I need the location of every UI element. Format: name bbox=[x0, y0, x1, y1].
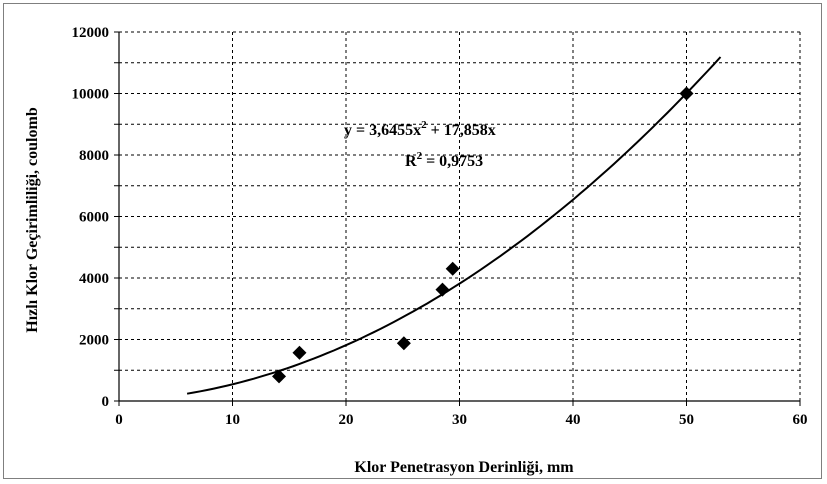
data-point bbox=[679, 86, 694, 101]
y-tick-label: 2000 bbox=[79, 333, 109, 349]
y-tick-label: 4000 bbox=[79, 271, 109, 287]
y-tick-label: 6000 bbox=[79, 210, 109, 226]
y-tick-label: 8000 bbox=[79, 148, 109, 164]
x-tick-label: 40 bbox=[566, 412, 581, 428]
y-tick-labels: 0 2000 4000 6000 8000 10000 12000 bbox=[72, 25, 110, 410]
x-tick-label: 60 bbox=[793, 412, 808, 428]
data-points bbox=[272, 86, 694, 384]
y-tick-label: 12000 bbox=[72, 25, 110, 41]
grid-lines bbox=[119, 31, 801, 401]
y-axis-title: Hızlı Klor Geçirimliliği, coulomb bbox=[24, 107, 41, 333]
trendline bbox=[186, 56, 722, 395]
data-point bbox=[445, 261, 460, 276]
x-tick-label: 50 bbox=[679, 412, 694, 428]
data-point bbox=[292, 345, 307, 360]
x-tick-label: 30 bbox=[452, 412, 467, 428]
equation-line: y = 3,6455x2 + 17,858x bbox=[344, 119, 496, 139]
x-tick-label: 0 bbox=[115, 412, 123, 428]
chart-frame: 0 2000 4000 6000 8000 10000 12000 0 10 20 30 40 50 6… bbox=[3, 3, 822, 479]
scatter-chart: 0 2000 4000 6000 8000 10000 12000 0 10 20 30 40 50 6… bbox=[24, 25, 808, 476]
x-tick-label: 10 bbox=[225, 412, 240, 428]
data-point bbox=[435, 282, 450, 297]
data-point bbox=[396, 336, 411, 351]
data-point bbox=[272, 369, 287, 384]
x-tick-label: 20 bbox=[339, 412, 354, 428]
r-squared-line: R2 = 0,9753 bbox=[405, 150, 483, 170]
x-axis-title: Klor Penetrasyon Derinliği, mm bbox=[354, 459, 574, 476]
axes bbox=[114, 31, 801, 406]
y-tick-label: 0 bbox=[102, 394, 110, 410]
y-tick-label: 10000 bbox=[72, 87, 110, 103]
x-tick-labels: 0 10 20 30 40 50 60 bbox=[115, 412, 807, 428]
trend-equation: y = 3,6455x2 + 17,858x R2 = 0,9753 bbox=[344, 119, 496, 170]
